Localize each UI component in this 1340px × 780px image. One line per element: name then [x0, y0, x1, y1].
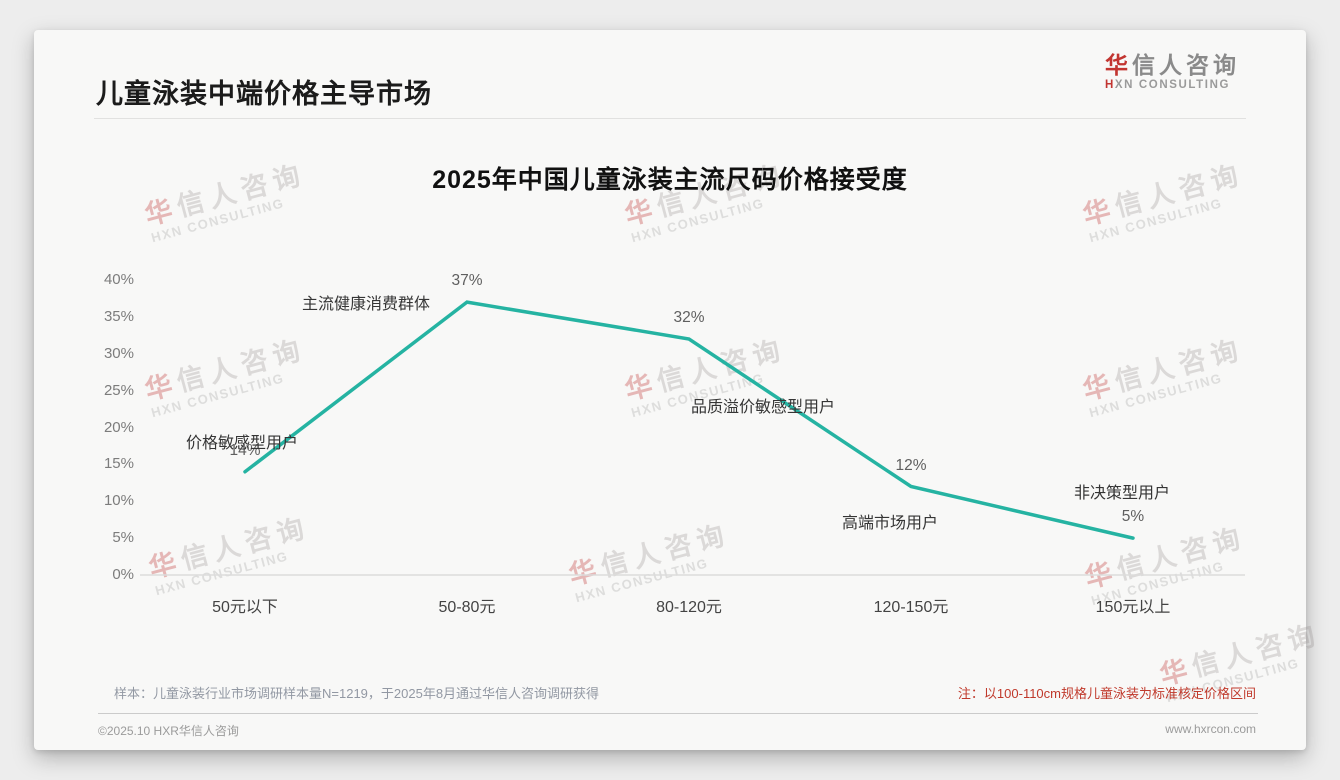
- sample-footnote: 样本：儿童泳装行业市场调研样本量N=1219，于2025年8月通过华信人咨询调研…: [114, 686, 600, 701]
- x-axis-category-label: 50元以下: [212, 599, 278, 616]
- x-axis-category-label: 50-80元: [438, 599, 496, 616]
- logo-cn-rest: 信人咨询: [1132, 52, 1240, 78]
- data-point-value-label: 14%: [229, 441, 261, 459]
- chart-line-series: [243, 300, 1135, 540]
- data-point-value-label: 32%: [673, 309, 705, 326]
- copyright-text: ©2025.10 HXR华信人咨询: [98, 724, 239, 738]
- website-url: www.hxrcon.com: [1165, 722, 1256, 736]
- y-axis-tick-label: 20%: [103, 418, 134, 436]
- segment-annotation: 非决策型用户: [1073, 485, 1171, 502]
- slide-card: 儿童泳装中端价格主导市场 华信人咨询 HXN CONSULTING 华信人咨询 H…: [34, 30, 1324, 750]
- company-logo: 华信人咨询 HXN CONSULTING: [1105, 52, 1240, 93]
- segment-annotation: 高端市场用户: [841, 515, 939, 532]
- logo-english-text: HXN CONSULTING: [1105, 78, 1240, 93]
- chart-title: 2025年中国儿童泳装主流尺码价格接受度: [432, 166, 908, 194]
- footer-divider: [98, 713, 1258, 714]
- header-divider: [94, 118, 1246, 119]
- data-point-value-label: 37%: [451, 272, 483, 290]
- segment-annotation: 品质溢价敏感型用户: [690, 399, 836, 416]
- x-axis-category-label: 150元以上: [1095, 599, 1171, 616]
- y-axis-tick-label: 10%: [103, 492, 134, 510]
- logo-chinese-text: 华信人咨询: [1105, 52, 1240, 78]
- logo-cn-accent: 华: [1105, 52, 1132, 78]
- segment-annotation: 主流健康消费群体: [301, 296, 431, 313]
- y-axis-tick-label: 15%: [103, 455, 134, 473]
- x-axis-category-label: 120-150元: [873, 599, 949, 616]
- x-axis-category-label: 80-120元: [656, 599, 722, 616]
- data-point-value-label: 12%: [895, 456, 927, 474]
- y-axis-tick-label: 35%: [103, 307, 134, 325]
- logo-en-rest: XN CONSULTING: [1114, 79, 1231, 91]
- y-axis-tick-label: 0%: [112, 566, 134, 583]
- y-axis-tick-label: 30%: [103, 344, 134, 362]
- y-axis-tick-label: 5%: [112, 529, 134, 547]
- data-point-value-label: 5%: [1121, 508, 1145, 526]
- price-range-note: 注：以100-110cm规格儿童泳装为标准核定价格区间: [957, 686, 1256, 701]
- y-axis-tick-label: 25%: [103, 381, 134, 399]
- y-axis-tick-label: 40%: [103, 271, 134, 288]
- page-title: 儿童泳装中端价格主导市场: [96, 79, 432, 109]
- segment-annotation: 价格敏感型用户: [185, 435, 299, 452]
- line-chart: [140, 300, 1245, 576]
- logo-en-accent: H: [1105, 79, 1115, 91]
